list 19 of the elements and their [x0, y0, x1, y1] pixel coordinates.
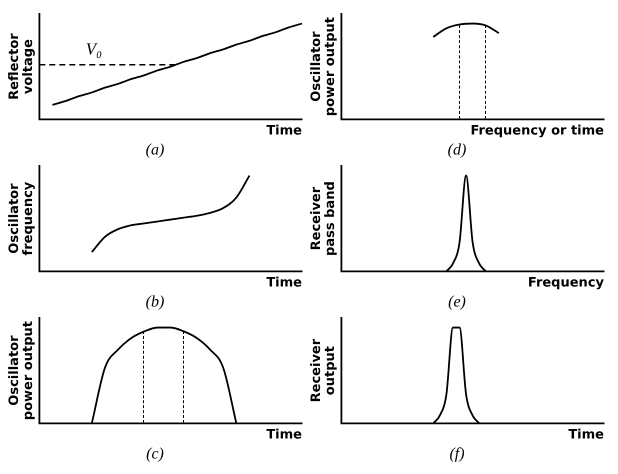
x-axis-title: Frequency [528, 275, 605, 290]
y-axis-title: Oscillator frequency [7, 181, 36, 256]
x-axis-title: Frequency or time [470, 123, 604, 138]
text: (b) [146, 294, 164, 311]
y-axis-title: Receiver pass band [309, 181, 338, 256]
x-axis-title: Time [266, 275, 302, 290]
y-axis-title: Receiver output [309, 338, 338, 402]
y-axis-title: Reflector voltage [7, 32, 36, 100]
y-axis-title: Oscillator power output [309, 17, 338, 116]
y-axis-title: Oscillator power output [7, 321, 36, 420]
text: (d) [448, 142, 466, 159]
text: (a) [146, 142, 164, 159]
x-axis-title: Time [568, 427, 604, 442]
x-axis-title: Time [266, 123, 302, 138]
ref-line-label: V₀ [86, 40, 102, 59]
text: (f) [449, 446, 465, 463]
x-axis-title: Time [266, 427, 302, 442]
text: (e) [448, 294, 466, 311]
text: (c) [146, 446, 164, 463]
